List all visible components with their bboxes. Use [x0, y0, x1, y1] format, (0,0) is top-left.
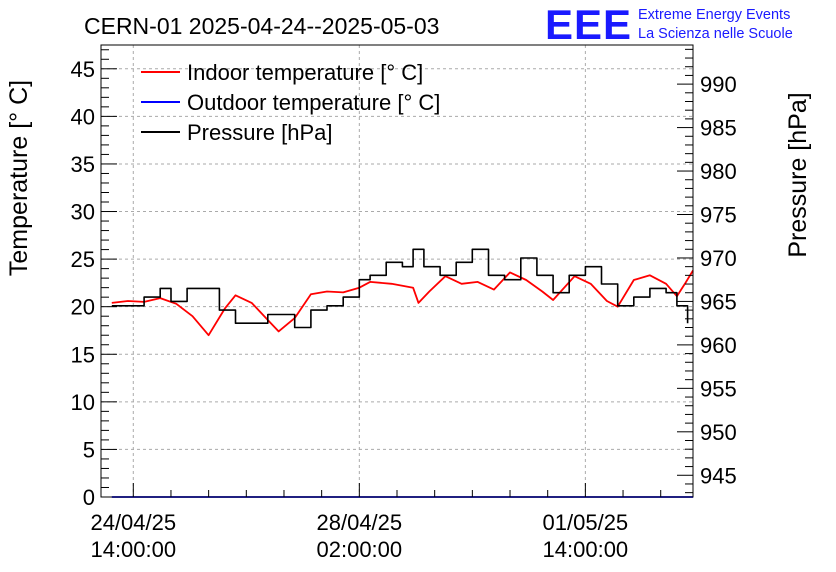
logo-line-2: La Scienza nelle Scuole	[638, 26, 793, 42]
y-tick-label: 45	[71, 57, 95, 82]
y-tick-label: 15	[71, 342, 95, 367]
y-axis-label: Temperature [° C]	[5, 80, 33, 276]
y2-tick-label: 980	[700, 159, 737, 184]
y-tick-label: 35	[71, 152, 95, 177]
y-tick-label: 25	[71, 247, 95, 272]
x-tick-label-date: 28/04/25	[317, 510, 403, 535]
legend-label-pressure: Pressure [hPa]	[187, 120, 333, 145]
y-tick-label: 10	[71, 390, 95, 415]
x-tick-label-time: 02:00:00	[317, 537, 403, 562]
series-line-pressure	[111, 248, 689, 329]
y2-tick-label: 985	[700, 116, 737, 141]
legend-label-indoor: Indoor temperature [° C]	[187, 60, 423, 85]
y2-tick-label: 945	[700, 463, 737, 488]
x-tick-label-time: 14:00:00	[543, 537, 629, 562]
y2-tick-label: 970	[700, 246, 737, 271]
y2-tick-label: 965	[700, 289, 737, 314]
y2-tick-label: 960	[700, 333, 737, 358]
series-line-indoor-temperature	[111, 270, 694, 337]
y-tick-label: 20	[71, 295, 95, 320]
axes: 24/04/2514:00:0028/04/2502:00:0001/05/25…	[71, 48, 737, 562]
y-tick-label: 30	[71, 200, 95, 225]
chart-title: CERN-01 2025-04-24--2025-05-03	[84, 13, 439, 39]
x-tick-label-date: 01/05/25	[543, 510, 629, 535]
y2-axis-label: Pressure [hPa]	[784, 92, 812, 257]
x-tick-label-time: 14:00:00	[90, 537, 176, 562]
y2-tick-label: 975	[700, 203, 737, 228]
x-tick-label-date: 24/04/25	[90, 510, 176, 535]
y2-tick-label: 955	[700, 376, 737, 401]
y2-tick-label: 990	[700, 72, 737, 97]
legend: Indoor temperature [° C] Outdoor tempera…	[141, 60, 440, 145]
eee-logo: EEE	[545, 1, 632, 48]
y-tick-label: 0	[83, 485, 95, 510]
legend-label-outdoor: Outdoor temperature [° C]	[187, 90, 440, 115]
y-tick-label: 5	[83, 437, 95, 462]
y2-tick-label: 950	[700, 420, 737, 445]
logo-line-1: Extreme Energy Events	[638, 7, 790, 23]
y-tick-label: 40	[71, 104, 95, 129]
grid	[101, 45, 693, 497]
